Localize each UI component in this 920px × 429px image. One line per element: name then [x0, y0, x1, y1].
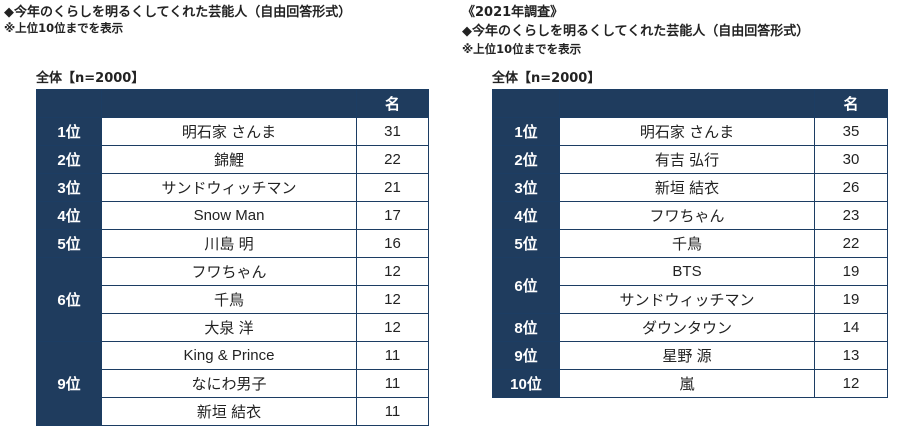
- right-subtitle: 全体【n=2000】: [492, 71, 601, 86]
- table-row: 2位 有吉 弘行 30: [492, 145, 888, 174]
- left-title: ◆今年のくらしを明るくしてくれた芸能人（自由回答形式）: [4, 5, 352, 20]
- celebrity-name: 明石家 さんま: [101, 117, 357, 146]
- table-header-row: 名: [36, 89, 429, 118]
- rank-label: 3位: [492, 173, 560, 202]
- rank-label: 1位: [36, 117, 102, 146]
- left-subtitle: 全体【n=2000】: [36, 71, 145, 86]
- celebrity-name: Snow Man: [101, 201, 357, 230]
- table-row: 8位 ダウンタウン 14: [492, 313, 888, 342]
- rank-label: 8位: [492, 313, 560, 342]
- rank-label: 3位: [36, 173, 102, 202]
- table-row: サンドウィッチマン 19: [493, 285, 888, 314]
- celebrity-name: 千鳥: [559, 229, 815, 258]
- table-row: 6位 フワちゃん 12: [36, 257, 429, 342]
- mention-count: 31: [356, 117, 429, 146]
- table-row: 5位 川島 明 16: [36, 229, 429, 258]
- mention-count: 22: [814, 229, 888, 258]
- right-note: ※上位10位までを表示: [462, 42, 582, 56]
- celebrity-name: フワちゃん: [559, 201, 815, 230]
- celebrity-name: King & Prince: [101, 341, 357, 370]
- mention-count: 19: [814, 285, 888, 314]
- table-row: 10位嵐 12: [492, 369, 888, 398]
- celebrity-name: 大泉 洋: [101, 313, 357, 342]
- celebrity-name: サンドウィッチマン: [101, 173, 357, 202]
- table-row: 1位 明石家 さんま 31: [36, 117, 429, 146]
- mention-count: 19: [814, 257, 888, 286]
- mention-count: 12: [814, 369, 888, 398]
- rank-label: 1位: [492, 117, 560, 146]
- table-row: 6位 BTS 19: [492, 257, 888, 314]
- table-row: 5位 千鳥 22: [492, 229, 888, 258]
- mention-count: 12: [356, 257, 429, 286]
- mention-count: 13: [814, 341, 888, 370]
- table-row: 3位 新垣 結衣 26: [492, 173, 888, 202]
- mention-count: 21: [356, 173, 429, 202]
- mention-count: 23: [814, 201, 888, 230]
- rank-label: 10位: [492, 369, 560, 398]
- mention-count: 22: [356, 145, 429, 174]
- rank-label: 4位: [36, 201, 102, 230]
- mention-count: 26: [814, 173, 888, 202]
- table-row: 9位 星野 源 13: [492, 341, 888, 370]
- table-row: なにわ男子 11: [37, 369, 429, 398]
- celebrity-name: BTS: [559, 257, 815, 286]
- rank-column-header: [492, 89, 560, 118]
- right-title: ◆今年のくらしを明るくしてくれた芸能人（自由回答形式）: [462, 24, 810, 39]
- celebrity-name: サンドウィッチマン: [559, 285, 815, 314]
- table-row: 2位 錦鯉 22: [36, 145, 429, 174]
- celebrity-name: 錦鯉: [101, 145, 357, 174]
- name-column-header: [101, 89, 357, 118]
- rank-label: 5位: [36, 229, 102, 258]
- name-column-header: [559, 89, 815, 118]
- table-row: 3位 サンドウィッチマン 21: [36, 173, 429, 202]
- celebrity-name: 有吉 弘行: [559, 145, 815, 174]
- rank-column-header: [36, 89, 102, 118]
- celebrity-name: なにわ男子: [101, 369, 357, 398]
- celebrity-name: 新垣 結衣: [101, 397, 357, 426]
- mention-count: 11: [356, 369, 429, 398]
- rank-label: 6位: [492, 257, 560, 314]
- mention-count: 12: [356, 313, 429, 342]
- table-row: 4位 Snow Man 17: [36, 201, 429, 230]
- table-row: 9位 King & Prince 11: [36, 341, 429, 426]
- mention-count: 35: [814, 117, 888, 146]
- mention-count: 30: [814, 145, 888, 174]
- mention-count: 14: [814, 313, 888, 342]
- rank-label: 4位: [492, 201, 560, 230]
- mention-count: 16: [356, 229, 429, 258]
- celebrity-name: ダウンタウン: [559, 313, 815, 342]
- celebrity-name: 嵐: [559, 369, 815, 398]
- left-note: ※上位10位までを表示: [4, 21, 124, 35]
- celebrity-name: 千鳥: [101, 285, 357, 314]
- count-column-header: 名: [356, 89, 429, 118]
- rank-label: 2位: [36, 145, 102, 174]
- table-row: 4位 フワちゃん 23: [492, 201, 888, 230]
- ranking-table-left: 名 1位 明石家 さんま 31 2位 錦鯉 22 3位 サンドウィッチマン 21 4位 Snow M…: [36, 89, 429, 426]
- celebrity-name: 新垣 結衣: [559, 173, 815, 202]
- mention-count: 12: [356, 285, 429, 314]
- celebrity-name: 星野 源: [559, 341, 815, 370]
- count-column-header: 名: [814, 89, 888, 118]
- celebrity-name: 川島 明: [101, 229, 357, 258]
- mention-count: 17: [356, 201, 429, 230]
- table-row: 1位 明石家 さんま 35: [492, 117, 888, 146]
- right-year-label: 《2021年調査》: [462, 5, 564, 20]
- table-header-row: 名: [492, 89, 888, 118]
- rank-label: 9位: [36, 341, 102, 426]
- table-row: 新垣 結衣 11: [37, 397, 429, 426]
- mention-count: 11: [356, 341, 429, 370]
- celebrity-name: 明石家 さんま: [559, 117, 815, 146]
- table-row: 千鳥 12: [37, 285, 429, 314]
- rank-label: 9位: [492, 341, 560, 370]
- celebrity-name: フワちゃん: [101, 257, 357, 286]
- rank-label: 2位: [492, 145, 560, 174]
- rank-label: 6位: [36, 257, 102, 342]
- mention-count: 11: [356, 397, 429, 426]
- rank-label: 5位: [492, 229, 560, 258]
- ranking-table-right: 名 1位 明石家 さんま 35 2位 有吉 弘行 30 3位 新垣 結衣 26 4位 フワちゃん 23…: [492, 89, 888, 398]
